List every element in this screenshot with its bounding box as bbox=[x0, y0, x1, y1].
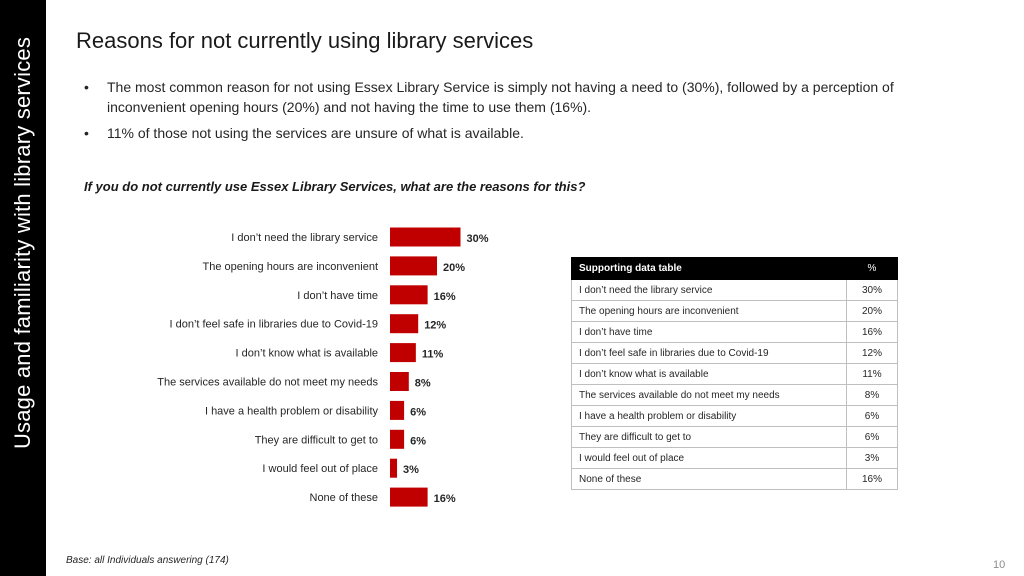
category-label: None of these bbox=[310, 492, 379, 504]
data-label: 16% bbox=[434, 493, 456, 505]
table-row-value: 12% bbox=[846, 342, 898, 364]
table-row-value: 20% bbox=[846, 300, 898, 322]
page-title: Reasons for not currently using library … bbox=[76, 28, 534, 53]
table-row-value: 16% bbox=[846, 321, 898, 343]
table-row: I don’t feel safe in libraries due to Co… bbox=[571, 342, 898, 364]
table-row-value: 3% bbox=[846, 447, 898, 469]
table-row: They are difficult to get to 6% bbox=[571, 426, 898, 448]
table-row: I have a health problem or disability 6% bbox=[571, 405, 898, 427]
table-row: I would feel out of place 3% bbox=[571, 447, 898, 469]
survey-question: If you do not currently use Essex Librar… bbox=[84, 179, 586, 194]
bar bbox=[390, 227, 461, 247]
summary-bullets: • The most common reason for not using E… bbox=[84, 77, 944, 149]
bar bbox=[390, 314, 419, 334]
bullet-icon: • bbox=[84, 125, 89, 141]
table-row-value: 6% bbox=[846, 405, 898, 427]
page-number: 10 bbox=[993, 559, 1006, 571]
data-label: 8% bbox=[415, 378, 431, 390]
bar bbox=[390, 487, 428, 507]
category-label: I have a health problem or disability bbox=[205, 405, 379, 417]
table-row-label: I don’t need the library service bbox=[571, 279, 847, 301]
base-note: Base: all Individuals answering (174) bbox=[66, 555, 229, 566]
bar bbox=[390, 429, 405, 449]
reasons-bar-chart: I don’t need the library service 30% The o… bbox=[157, 227, 489, 507]
data-label: 11% bbox=[422, 349, 444, 361]
bullet-text: The most common reason for not using Ess… bbox=[107, 79, 894, 115]
data-label: 6% bbox=[410, 435, 426, 447]
bullet-icon: • bbox=[84, 79, 89, 95]
category-label: I would feel out of place bbox=[262, 463, 378, 475]
table-row: The opening hours are inconvenient 20% bbox=[571, 300, 898, 322]
table-row: None of these 16% bbox=[571, 468, 898, 490]
category-label: The services available do not meet my ne… bbox=[157, 377, 378, 389]
table-row-label: I don’t feel safe in libraries due to Co… bbox=[571, 342, 847, 364]
bar bbox=[390, 458, 398, 478]
table-row-label: None of these bbox=[571, 468, 847, 490]
category-label: I don’t know what is available bbox=[236, 348, 378, 360]
sidebar: Usage and familiarity with library servi… bbox=[0, 0, 46, 576]
bar bbox=[390, 343, 416, 363]
table-row-label: I have a health problem or disability bbox=[571, 405, 847, 427]
bullet-text: 11% of those not using the services are … bbox=[107, 125, 524, 141]
table-row-label: The opening hours are inconvenient bbox=[571, 300, 847, 322]
table-row-label: I don’t know what is available bbox=[571, 363, 847, 385]
table-row-value: 6% bbox=[846, 426, 898, 448]
table-header-label: Supporting data table bbox=[571, 257, 847, 280]
table-row-label: I would feel out of place bbox=[571, 447, 847, 469]
table-body: I don’t need the library service 30% The o… bbox=[571, 279, 898, 490]
data-label: 20% bbox=[443, 262, 465, 274]
table-row: I don’t know what is available 11% bbox=[571, 363, 898, 385]
table-row: The services available do not meet my ne… bbox=[571, 384, 898, 406]
table-row-label: I don’t have time bbox=[571, 321, 847, 343]
table-row: I don’t need the library service 30% bbox=[571, 279, 898, 301]
table-row-value: 11% bbox=[846, 363, 898, 385]
data-label: 3% bbox=[403, 464, 419, 476]
category-label: The opening hours are inconvenient bbox=[202, 261, 378, 273]
supporting-data-table: Supporting data table % I don’t need the… bbox=[571, 257, 898, 490]
bar bbox=[390, 400, 405, 420]
data-label: 30% bbox=[467, 233, 489, 245]
table-row-value: 30% bbox=[846, 279, 898, 301]
data-label: 16% bbox=[434, 291, 456, 303]
table-header-row: Supporting data table % bbox=[571, 257, 898, 280]
bar bbox=[390, 285, 428, 305]
table-row: I don’t have time 16% bbox=[571, 321, 898, 343]
category-label: I don’t have time bbox=[297, 290, 378, 302]
category-label: I don’t need the library service bbox=[231, 232, 378, 244]
table-row-label: They are difficult to get to bbox=[571, 426, 847, 448]
table-row-label: The services available do not meet my ne… bbox=[571, 384, 847, 406]
category-label: I don’t feel safe in libraries due to Co… bbox=[169, 319, 378, 331]
category-label: They are difficult to get to bbox=[255, 434, 378, 446]
table-row-value: 8% bbox=[846, 384, 898, 406]
data-label: 6% bbox=[410, 406, 426, 418]
data-label: 12% bbox=[424, 320, 446, 332]
bullet-item: • 11% of those not using the services ar… bbox=[84, 123, 944, 143]
table-header-percent: % bbox=[846, 257, 898, 280]
table-row-value: 16% bbox=[846, 468, 898, 490]
bar bbox=[390, 372, 409, 391]
bar bbox=[390, 256, 437, 276]
bullet-item: • The most common reason for not using E… bbox=[84, 77, 944, 117]
